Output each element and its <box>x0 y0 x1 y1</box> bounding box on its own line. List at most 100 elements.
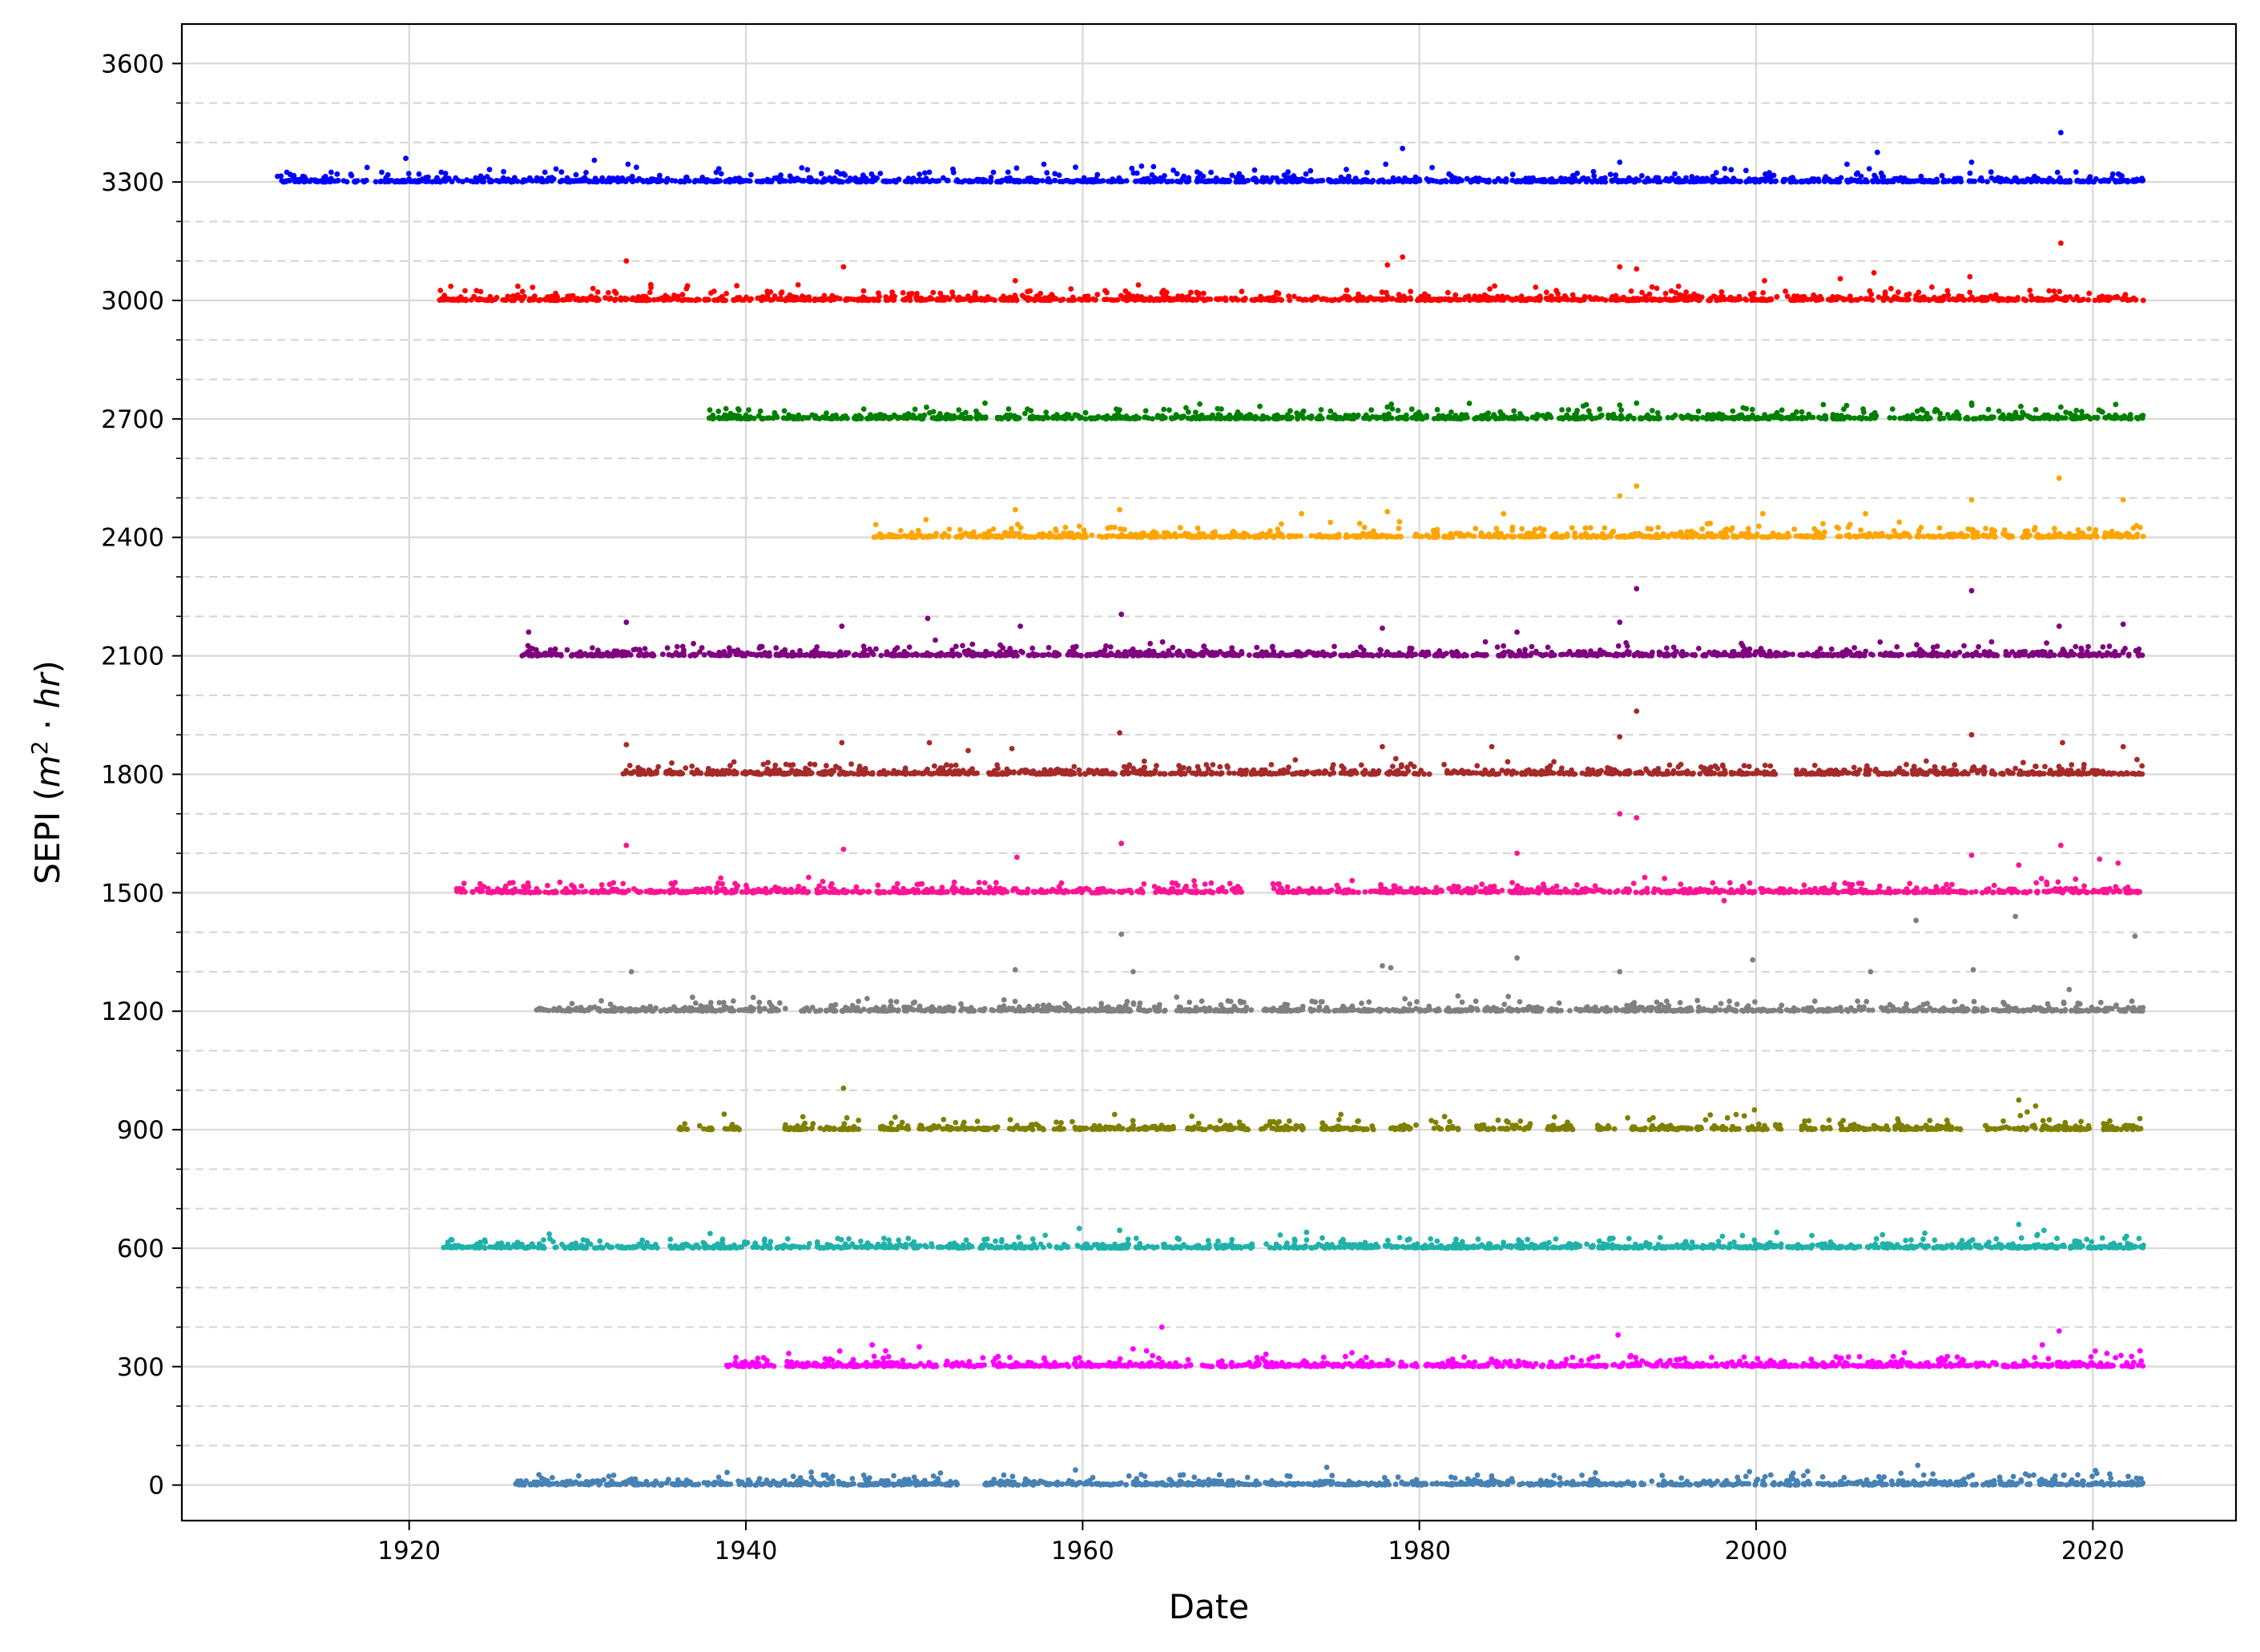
data-point <box>710 1481 716 1488</box>
data-point <box>1662 1245 1669 1251</box>
data-point <box>1516 1237 1521 1243</box>
data-point <box>2093 1468 2099 1473</box>
data-point <box>1452 1475 1458 1481</box>
data-point <box>2084 1236 2090 1243</box>
data-point <box>1036 1123 1042 1130</box>
data-point <box>1231 1481 1237 1487</box>
data-point <box>1198 1126 1204 1132</box>
data-point <box>576 1473 582 1479</box>
data-point <box>856 998 861 1005</box>
data-point <box>1899 1357 1905 1363</box>
data-point <box>1574 1242 1581 1247</box>
data-point <box>1881 1481 1887 1488</box>
data-point <box>2020 1244 2026 1251</box>
data-point <box>899 1125 905 1130</box>
data-point <box>1639 1481 1646 1488</box>
data-point <box>1235 1362 1242 1368</box>
data-point <box>1459 999 1465 1005</box>
data-point <box>1745 1481 1751 1487</box>
data-point <box>1126 1473 1132 1479</box>
data-point <box>1338 1111 1344 1118</box>
data-point <box>1356 1243 1362 1250</box>
data-point <box>1029 1245 1035 1251</box>
data-point <box>1845 1126 1851 1133</box>
data-point <box>734 1124 739 1130</box>
data-point <box>1511 1126 1517 1132</box>
data-point <box>1216 1472 1223 1478</box>
data-point <box>1643 1360 1650 1367</box>
data-point <box>1820 1126 1827 1132</box>
data-point <box>1756 1121 1762 1127</box>
data-point <box>955 1245 961 1251</box>
data-point <box>1850 1245 1856 1251</box>
data-point <box>1863 998 1870 1005</box>
data-point <box>1265 1480 1271 1486</box>
data-point <box>2041 1244 2048 1250</box>
data-point <box>1431 1126 1437 1131</box>
data-point <box>1352 1481 1359 1488</box>
data-point <box>1295 1362 1300 1368</box>
data-point <box>856 1482 863 1488</box>
data-point <box>1441 1114 1448 1120</box>
data-point <box>2133 1124 2140 1130</box>
outlier-point <box>869 1342 876 1348</box>
data-point <box>832 1126 838 1132</box>
data-point <box>993 1126 999 1133</box>
data-point <box>1509 1479 1516 1485</box>
data-point <box>1074 1243 1081 1248</box>
data-point <box>1216 1481 1223 1487</box>
data-point <box>1545 1124 1552 1130</box>
data-point <box>2020 1363 2027 1369</box>
data-point <box>1495 1117 1501 1123</box>
outlier-point <box>2124 1233 2129 1239</box>
data-point <box>1670 1481 1677 1488</box>
data-point <box>1447 1118 1452 1125</box>
data-point <box>851 1481 856 1487</box>
data-point <box>1423 1481 1429 1488</box>
data-point <box>858 1243 864 1250</box>
data-point <box>1918 1126 1924 1132</box>
data-point <box>2010 1473 2016 1480</box>
data-point <box>2045 1481 2052 1487</box>
data-point <box>2049 1362 2055 1368</box>
data-point <box>993 1238 998 1244</box>
data-point <box>1944 1481 1950 1488</box>
data-point <box>1579 1473 1585 1478</box>
data-point <box>804 1126 810 1132</box>
data-point <box>775 1481 780 1487</box>
data-point <box>1102 1245 1108 1251</box>
data-point <box>1392 1126 1398 1132</box>
data-point <box>1806 1126 1812 1131</box>
data-point <box>1106 1360 1113 1365</box>
data-point <box>970 1126 977 1132</box>
data-point <box>2132 1243 2138 1250</box>
data-point <box>1626 1235 1632 1242</box>
data-point <box>1329 1479 1335 1485</box>
data-point <box>1253 1478 1259 1484</box>
data-point <box>894 1126 900 1133</box>
data-point <box>1029 1480 1035 1486</box>
data-point <box>1839 1243 1846 1250</box>
data-point <box>1996 1474 2003 1481</box>
data-point <box>1312 1244 1319 1251</box>
data-point <box>1597 1126 1602 1132</box>
data-point <box>981 1362 987 1368</box>
data-point <box>2040 1362 2047 1368</box>
data-point <box>1168 1482 1174 1488</box>
data-point <box>1058 1120 1064 1126</box>
data-point <box>829 1478 835 1485</box>
outlier-point <box>1915 1462 1921 1469</box>
data-point <box>1650 1122 1656 1129</box>
data-point <box>974 1118 981 1124</box>
data-point <box>1820 1481 1827 1488</box>
data-point <box>1365 1482 1372 1488</box>
outlier-point <box>844 1114 850 1121</box>
data-point <box>891 1482 897 1488</box>
data-point <box>1436 1126 1443 1131</box>
data-point <box>923 1243 929 1250</box>
data-point <box>1805 1478 1811 1485</box>
data-point <box>1176 1236 1182 1243</box>
data-point <box>1244 1474 1251 1481</box>
data-point <box>1229 1236 1235 1243</box>
data-point <box>2107 1363 2113 1369</box>
